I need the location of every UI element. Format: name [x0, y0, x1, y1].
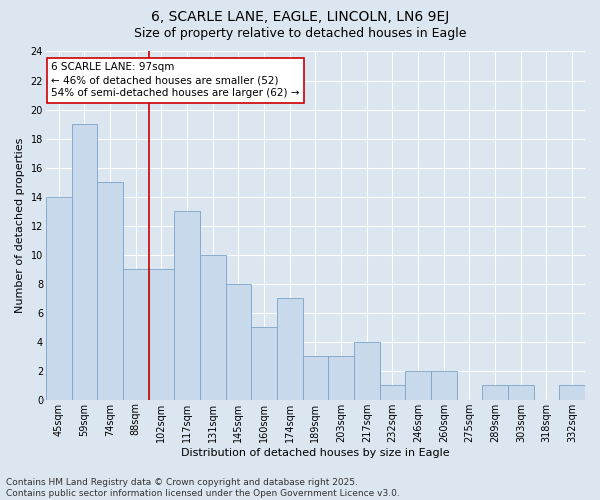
Text: Contains HM Land Registry data © Crown copyright and database right 2025.
Contai: Contains HM Land Registry data © Crown c… [6, 478, 400, 498]
Bar [174, 211, 200, 400]
Bar [97, 182, 123, 400]
X-axis label: Distribution of detached houses by size in Eagle: Distribution of detached houses by size … [181, 448, 450, 458]
Bar [277, 298, 302, 400]
Bar [380, 385, 405, 400]
Bar [328, 356, 354, 400]
Bar [559, 385, 585, 400]
Bar [123, 269, 149, 400]
Bar [71, 124, 97, 400]
Bar [46, 196, 71, 400]
Bar [354, 342, 380, 400]
Bar [431, 370, 457, 400]
Text: 6 SCARLE LANE: 97sqm
← 46% of detached houses are smaller (52)
54% of semi-detac: 6 SCARLE LANE: 97sqm ← 46% of detached h… [51, 62, 300, 98]
Bar [302, 356, 328, 400]
Y-axis label: Number of detached properties: Number of detached properties [15, 138, 25, 314]
Bar [251, 327, 277, 400]
Bar [405, 370, 431, 400]
Bar [508, 385, 533, 400]
Bar [482, 385, 508, 400]
Text: 6, SCARLE LANE, EAGLE, LINCOLN, LN6 9EJ: 6, SCARLE LANE, EAGLE, LINCOLN, LN6 9EJ [151, 10, 449, 24]
Bar [200, 254, 226, 400]
Bar [226, 284, 251, 400]
Bar [149, 269, 174, 400]
Text: Size of property relative to detached houses in Eagle: Size of property relative to detached ho… [134, 28, 466, 40]
